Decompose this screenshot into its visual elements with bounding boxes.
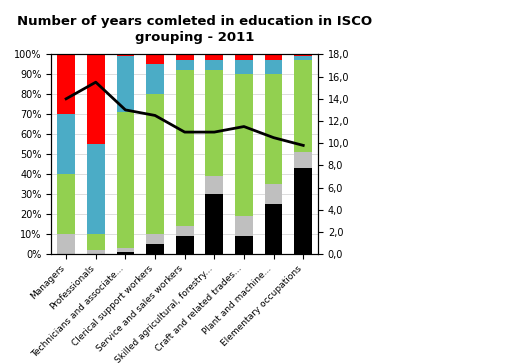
Bar	[146, 54, 164, 64]
Bar	[176, 54, 193, 60]
Bar	[176, 226, 193, 236]
Bar	[176, 70, 193, 226]
Bar	[87, 234, 105, 250]
Bar	[146, 65, 164, 94]
Bar	[235, 60, 253, 74]
Bar	[146, 94, 164, 234]
Bar	[235, 216, 253, 236]
Bar	[294, 152, 312, 168]
Bar	[205, 60, 223, 70]
Bar	[116, 252, 134, 254]
Bar	[265, 184, 283, 204]
Bar	[57, 234, 75, 254]
Legend: Master level, Bachelor level, Secondary level, Vocational, Elementary level, Num: Master level, Bachelor level, Secondary …	[333, 23, 483, 170]
Bar	[116, 112, 134, 248]
Bar	[235, 74, 253, 216]
Text: Number of years comleted in education in ISCO
grouping - 2011: Number of years comleted in education in…	[17, 15, 372, 44]
Bar	[205, 70, 223, 176]
Bar	[87, 250, 105, 254]
Bar	[176, 60, 193, 70]
Bar	[294, 54, 312, 56]
Bar	[205, 194, 223, 254]
Bar	[294, 168, 312, 254]
Bar	[294, 56, 312, 60]
Bar	[235, 236, 253, 254]
Bar	[205, 176, 223, 194]
Bar	[146, 234, 164, 244]
Bar	[265, 74, 283, 184]
Bar	[265, 54, 283, 60]
Bar	[87, 54, 105, 144]
Bar	[265, 204, 283, 254]
Bar	[176, 236, 193, 254]
Bar	[235, 54, 253, 60]
Bar	[294, 60, 312, 152]
Bar	[57, 174, 75, 234]
Bar	[205, 54, 223, 60]
Bar	[116, 56, 134, 113]
Bar	[87, 144, 105, 234]
Bar	[146, 244, 164, 254]
Bar	[116, 248, 134, 252]
Bar	[57, 54, 75, 114]
Bar	[116, 54, 134, 56]
Bar	[57, 114, 75, 174]
Bar	[265, 60, 283, 74]
